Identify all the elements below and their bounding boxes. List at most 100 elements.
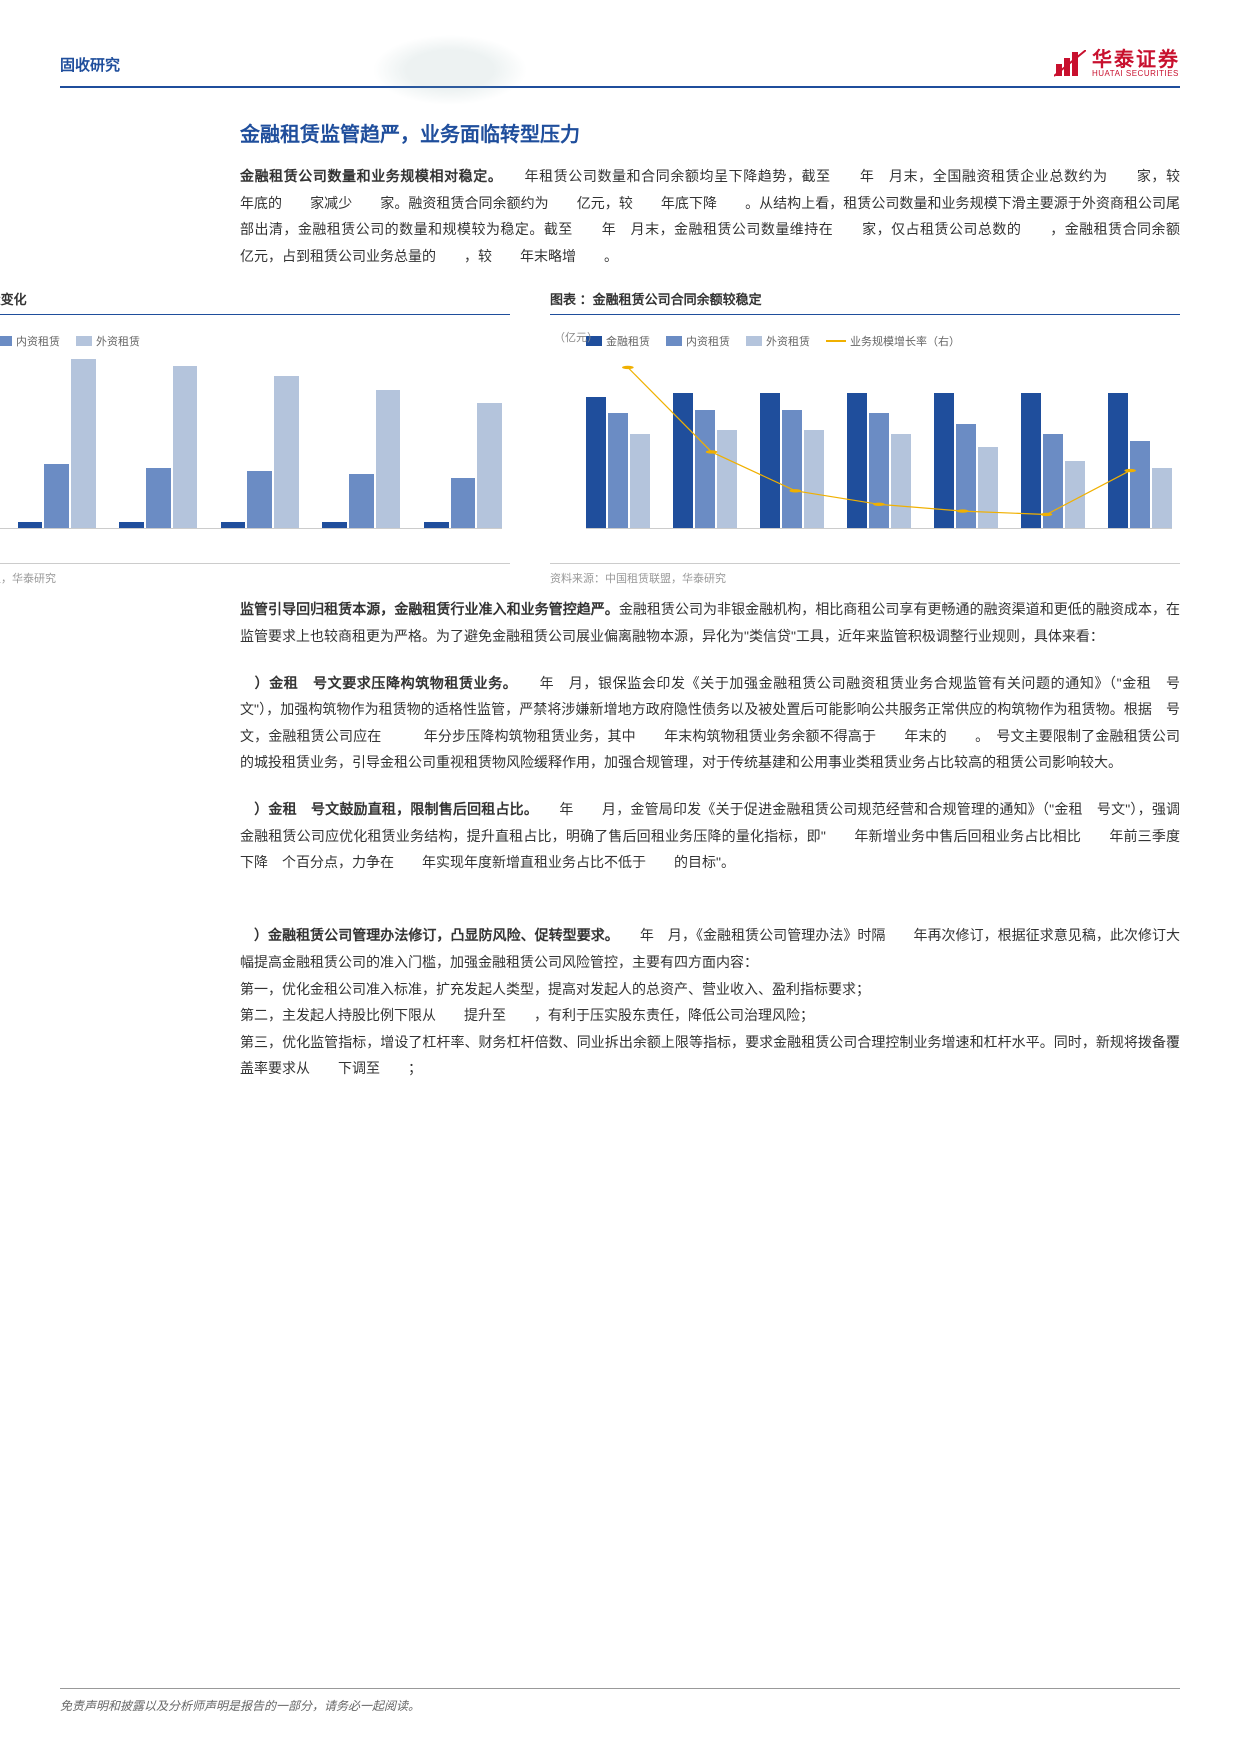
bar-group [322, 359, 400, 528]
para1-bold: 金融租赁公司数量和业务规模相对稳定。 [240, 168, 495, 184]
legend-label: 业务规模增长率（右） [850, 333, 960, 349]
bar [717, 430, 737, 528]
bar [451, 478, 476, 529]
bar [869, 413, 889, 528]
legend-item: 内资租赁 [666, 333, 730, 349]
bar [978, 447, 998, 528]
legend-label: 内资租赁 [686, 333, 730, 349]
para5-bold: ）金融租赁公司管理办法修订，凸显防风险、促转型要求。 [240, 927, 612, 943]
legend-line-swatch [826, 340, 846, 342]
chart2-source: 资料来源：中国租赁联盟，华泰研究 [550, 563, 1180, 586]
bar-group [424, 359, 502, 528]
main-content: 金融租赁监管趋严，业务面临转型压力 金融租赁公司数量和业务规模相对稳定。 年租赁… [240, 118, 1180, 269]
chart1-bars [0, 359, 502, 529]
bar [221, 522, 246, 529]
legend-item: 内资租赁 [0, 333, 60, 349]
chart2-area: （亿元） 金融租赁 内资租赁 外资租赁 业务规模增长率（右） [550, 325, 1180, 555]
bar [847, 393, 867, 528]
chart2-unit: （亿元） [554, 329, 598, 345]
chart2-bars [586, 359, 1172, 529]
legend-label: 外资租赁 [96, 333, 140, 349]
logo-icon [1054, 50, 1086, 78]
logo-cn: 华泰证券 [1092, 50, 1180, 70]
chart-1: 图表 ：租赁公司数量变化 （家） 金融租赁内资租赁外资租赁 资料来源：中国租赁联… [0, 289, 510, 586]
page-footer: 免责声明和披露以及分析师声明是报告的一部分，请务必一起阅读。 [60, 1688, 1180, 1714]
chart1-title: 图表 ：租赁公司数量变化 [0, 289, 510, 315]
chart-2: 图表 ：金融租赁公司合同余额较稳定 （亿元） 金融租赁 内资租赁 外资租赁 业务规模增… [550, 289, 1180, 586]
bar [956, 424, 976, 529]
legend-swatch [76, 336, 92, 346]
bar [891, 434, 911, 529]
bar [1065, 461, 1085, 529]
chart1-area: （家） 金融租赁内资租赁外资租赁 [0, 325, 510, 555]
bar [173, 366, 198, 528]
bar [1108, 393, 1128, 528]
bar [1021, 393, 1041, 528]
charts-row: 图表 ：租赁公司数量变化 （家） 金融租赁内资租赁外资租赁 资料来源：中国租赁联… [0, 289, 1180, 586]
paragraph-3: ）金租 号文要求压降构筑物租赁业务。 年 月，银保监会印发《关于加强金融租赁公司… [240, 670, 1180, 776]
bar-group [673, 359, 737, 528]
bar [586, 397, 606, 529]
paragraph-4: ）金租 号文鼓励直租，限制售后回租占比。 年 月，金管局印发《关于促进金融租赁公… [240, 796, 1180, 876]
bar [322, 522, 347, 529]
bar [274, 376, 299, 528]
legend-item: 业务规模增长率（右） [826, 333, 960, 349]
chart1-source: 资料来源：中国租赁联盟，华泰研究 [0, 563, 510, 586]
brand-logo: 华泰证券 HUATAI SECURITIES [1054, 50, 1180, 78]
para2-bold: 监管引导回归租赁本源，金融租赁行业准入和业务管控趋严。 [240, 601, 619, 617]
page-header: 固收研究 华泰证券 HUATAI SECURITIES [60, 50, 1180, 88]
bar [349, 474, 374, 528]
globe-decoration [340, 20, 560, 120]
paragraph-1: 金融租赁公司数量和业务规模相对稳定。 年租赁公司数量和合同余额均呈下降趋势，截至… [240, 163, 1180, 269]
chart1-legend: 金融租赁内资租赁外资租赁 [0, 333, 502, 349]
bar-group [18, 359, 96, 528]
header-category: 固收研究 [60, 54, 120, 75]
legend-swatch [0, 336, 12, 346]
bar [608, 413, 628, 528]
bar [1130, 441, 1150, 529]
legend-item: 外资租赁 [76, 333, 140, 349]
bar [804, 430, 824, 528]
bar [119, 522, 144, 529]
bar-group [221, 359, 299, 528]
section-title: 金融租赁监管趋严，业务面临转型压力 [240, 118, 1180, 147]
legend-swatch [666, 336, 682, 346]
chart2-legend: 金融租赁 内资租赁 外资租赁 业务规模增长率（右） [586, 333, 1172, 349]
legend-label: 外资租赁 [766, 333, 810, 349]
bar [673, 393, 693, 528]
legend-label: 金融租赁 [606, 333, 650, 349]
bar-group [847, 359, 911, 528]
bar [695, 410, 715, 528]
bar [760, 393, 780, 528]
para4-bold: ）金租 号文鼓励直租，限制售后回租占比。 [240, 801, 531, 817]
bar-group [119, 359, 197, 528]
bar-group [586, 359, 650, 528]
bar [782, 410, 802, 528]
bar [376, 390, 401, 529]
bar [18, 522, 43, 529]
bar [1152, 468, 1172, 529]
logo-en: HUATAI SECURITIES [1092, 70, 1180, 78]
bar [71, 359, 96, 528]
bar-group [934, 359, 998, 528]
bar-group [1108, 359, 1172, 528]
bar [44, 464, 69, 528]
bar [934, 393, 954, 528]
legend-label: 内资租赁 [16, 333, 60, 349]
paragraph-2: 监管引导回归租赁本源，金融租赁行业准入和业务管控趋严。金融租赁公司为非银金融机构… [240, 596, 1180, 649]
bar [247, 471, 272, 528]
para3-bold: ）金租 号文要求压降构筑物租赁业务。 [240, 675, 510, 691]
bar [1043, 434, 1063, 529]
bar [424, 522, 449, 529]
main-content-2: 监管引导回归租赁本源，金融租赁行业准入和业务管控趋严。金融租赁公司为非银金融机构… [240, 596, 1180, 1082]
legend-item: 外资租赁 [746, 333, 810, 349]
para5-rest: 年 月，《金融租赁公司管理办法》时隔 年再次修订，根据征求意见稿，此次修订大幅提… [240, 927, 1180, 1076]
paragraph-5: ）金融租赁公司管理办法修订，凸显防风险、促转型要求。 年 月，《金融租赁公司管理… [240, 896, 1180, 1082]
legend-swatch [746, 336, 762, 346]
bar-group [1021, 359, 1085, 528]
bar-group [760, 359, 824, 528]
bar [477, 403, 502, 528]
bar [630, 434, 650, 529]
chart2-title: 图表 ：金融租赁公司合同余额较稳定 [550, 289, 1180, 315]
bar [146, 468, 171, 529]
